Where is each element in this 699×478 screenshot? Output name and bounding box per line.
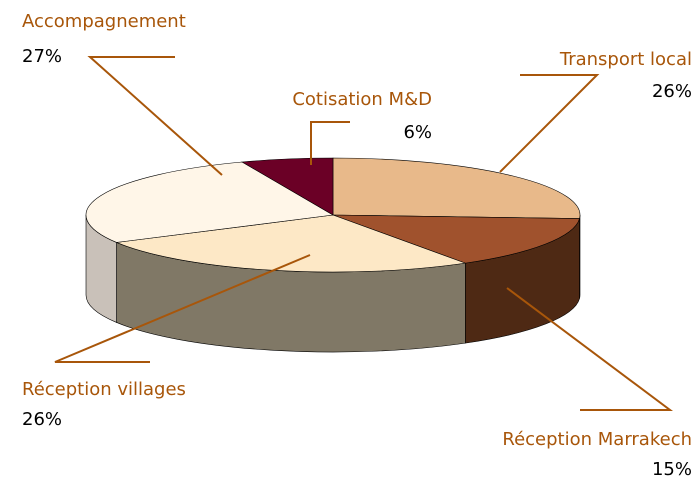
- value-label: 26%: [22, 409, 62, 430]
- slice: [241, 157, 334, 216]
- leader-line: [506, 287, 674, 411]
- slice-label: Réception Marrakech: [502, 429, 692, 450]
- leader-line: [54, 254, 311, 363]
- value-label: 26%: [652, 81, 692, 102]
- slice: [332, 214, 580, 264]
- slice-label: Transport local: [559, 49, 692, 70]
- slice-label: Réception villages: [22, 379, 186, 400]
- slice: [332, 157, 581, 219]
- slice-label: Accompagnement: [22, 11, 186, 32]
- value-label: 27%: [22, 46, 62, 67]
- value-label: 15%: [652, 459, 692, 478]
- slice: [85, 161, 334, 243]
- leader-line: [310, 121, 350, 165]
- slice-label: Cotisation M&D: [292, 89, 432, 110]
- leader-line: [499, 74, 600, 173]
- value-label: 6%: [403, 122, 432, 143]
- leader-line: [87, 56, 223, 176]
